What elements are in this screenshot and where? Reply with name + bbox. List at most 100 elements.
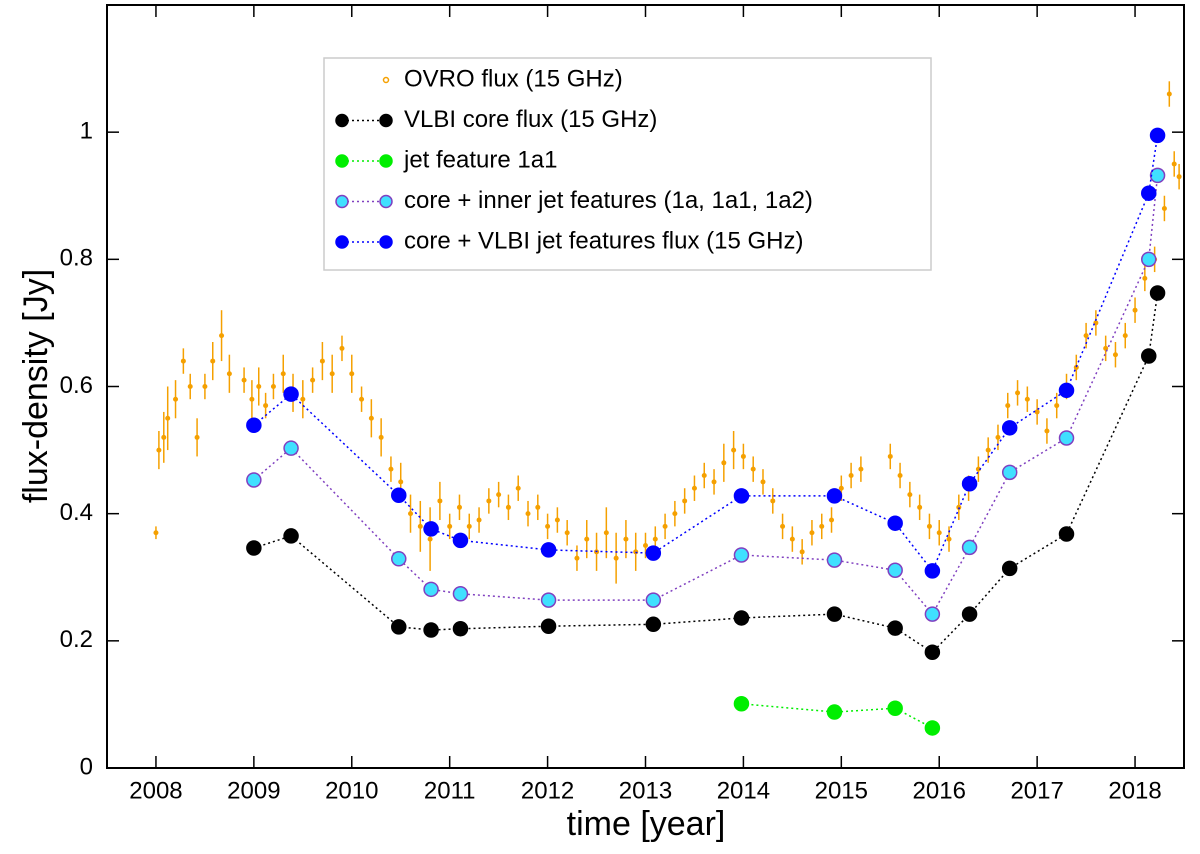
data-point — [280, 371, 286, 377]
data-point — [540, 592, 557, 608]
data-point — [701, 473, 707, 479]
data-point — [153, 530, 159, 536]
series-line — [741, 703, 933, 729]
data-point — [1132, 307, 1138, 313]
data-point — [226, 371, 232, 377]
data-point — [826, 606, 843, 622]
data-point — [283, 440, 299, 456]
data-point — [219, 333, 225, 339]
data-point — [525, 511, 531, 517]
data-point — [887, 620, 903, 636]
data-point — [887, 562, 903, 579]
legend-marker — [379, 113, 393, 128]
data-point — [711, 479, 717, 485]
data-point — [645, 616, 662, 633]
y-tick-label: 0.8 — [60, 245, 93, 272]
data-point — [829, 517, 835, 523]
data-point — [643, 542, 648, 548]
data-point — [1141, 185, 1157, 201]
legend-label: VLBI core flux (15 GHz) — [404, 106, 657, 133]
legend-marker — [335, 235, 349, 249]
data-point — [1122, 333, 1128, 339]
data-point — [826, 552, 843, 568]
x-tick-label: 2016 — [913, 777, 966, 804]
data-point — [1024, 396, 1030, 402]
data-point — [456, 504, 462, 510]
data-point — [740, 453, 746, 459]
data-point — [731, 447, 737, 453]
data-point — [672, 511, 678, 517]
data-point — [1001, 560, 1018, 577]
data-point — [848, 473, 854, 479]
legend-marker — [335, 154, 349, 168]
data-point — [961, 539, 978, 556]
data-point — [423, 622, 439, 638]
data-point — [437, 498, 443, 504]
data-point — [750, 466, 756, 472]
data-point — [887, 515, 903, 531]
x-tick-label: 2010 — [325, 777, 378, 804]
data-point — [907, 492, 913, 498]
data-point — [645, 545, 662, 561]
x-axis-label: time [year] — [567, 805, 726, 843]
data-point — [310, 377, 316, 383]
data-point — [476, 517, 482, 523]
data-point — [652, 536, 658, 542]
data-point — [391, 619, 407, 635]
plot-area — [153, 81, 1182, 736]
data-point — [423, 521, 439, 537]
data-point — [349, 371, 355, 377]
data-point — [887, 453, 893, 459]
data-point — [662, 523, 668, 529]
data-point — [423, 581, 439, 598]
data-point — [408, 511, 414, 517]
data-point — [1058, 526, 1075, 542]
data-point — [1058, 430, 1075, 446]
data-point — [961, 606, 978, 622]
data-point — [691, 485, 697, 491]
legend-marker — [382, 76, 390, 84]
data-point — [165, 415, 171, 421]
data-point — [202, 384, 208, 389]
data-point — [249, 396, 255, 402]
data-point — [1141, 251, 1157, 268]
data-point — [799, 549, 805, 555]
legend-box — [323, 57, 932, 271]
data-point — [574, 555, 580, 561]
series-line — [253, 175, 1159, 616]
data-point — [1083, 333, 1089, 339]
y-tick-label: 0.2 — [60, 626, 93, 653]
data-point — [760, 479, 766, 485]
data-point — [733, 488, 750, 504]
data-point — [936, 530, 942, 536]
data-point — [210, 358, 216, 364]
x-tick-label: 2009 — [227, 777, 280, 804]
x-tick-label: 2014 — [717, 777, 770, 804]
data-point — [545, 523, 551, 529]
data-point — [733, 547, 750, 563]
data-point — [770, 498, 776, 504]
series-line — [253, 292, 1159, 654]
data-point — [540, 542, 557, 558]
data-point — [858, 466, 864, 472]
data-point — [417, 523, 423, 529]
series-line — [253, 135, 1159, 573]
data-point — [391, 551, 407, 567]
legend-marker — [379, 194, 393, 209]
data-point — [603, 530, 609, 536]
data-point — [1001, 420, 1018, 436]
data-point — [156, 447, 162, 453]
data-point — [645, 592, 662, 608]
data-point — [564, 530, 570, 536]
data-point — [819, 523, 825, 529]
data-point — [161, 434, 167, 440]
data-point — [995, 434, 1001, 440]
data-point — [584, 536, 590, 542]
data-point — [505, 504, 511, 510]
data-point — [319, 358, 325, 364]
data-point — [263, 403, 269, 409]
legend-label: core + inner jet features (1a, 1a1, 1a2) — [404, 187, 813, 214]
legend-marker — [379, 154, 393, 168]
data-point — [1142, 275, 1148, 281]
